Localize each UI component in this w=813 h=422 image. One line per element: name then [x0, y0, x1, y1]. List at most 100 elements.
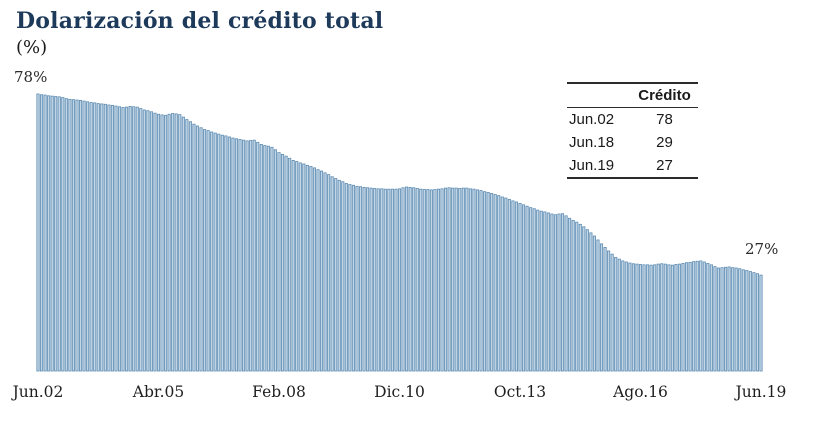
bar	[245, 140, 249, 372]
bar	[231, 137, 235, 372]
bar	[447, 187, 451, 372]
bar	[539, 210, 543, 372]
bar	[564, 215, 568, 372]
bar	[125, 106, 129, 372]
bar	[560, 213, 565, 372]
bar	[277, 152, 281, 372]
bar	[305, 164, 309, 372]
bar	[589, 232, 593, 372]
bar	[575, 221, 579, 372]
bar	[323, 172, 327, 372]
bar	[444, 187, 448, 372]
bar	[288, 157, 292, 372]
bar	[706, 262, 710, 372]
bar	[100, 103, 104, 372]
bar	[525, 205, 529, 372]
bar	[610, 253, 614, 372]
bar	[146, 110, 150, 372]
bar	[171, 113, 175, 372]
bar	[160, 114, 164, 372]
chart-unit-subtitle: (%)	[16, 37, 48, 58]
bar	[210, 131, 214, 372]
bar	[383, 188, 387, 372]
bar	[213, 132, 217, 372]
bar	[341, 181, 345, 372]
bar	[688, 261, 692, 372]
bar	[419, 188, 423, 372]
bar	[93, 102, 97, 372]
bar	[475, 189, 480, 372]
table-row-value: 27	[656, 157, 673, 174]
bar	[167, 113, 171, 372]
bar	[628, 262, 632, 372]
bar	[39, 94, 44, 372]
bar	[624, 261, 628, 372]
bar	[532, 208, 536, 372]
summary-table-value-header: Crédito	[638, 87, 691, 104]
bar	[319, 170, 324, 372]
bar	[117, 106, 122, 372]
bar	[36, 93, 40, 372]
bar	[454, 187, 458, 372]
bar	[429, 189, 433, 372]
bar	[238, 139, 242, 372]
start-value-label: 78%	[14, 68, 48, 86]
bar	[713, 266, 717, 372]
bar	[500, 196, 504, 372]
bar	[351, 184, 355, 372]
bar	[142, 109, 146, 372]
bar	[71, 99, 75, 372]
bar	[203, 129, 207, 372]
bar	[259, 144, 263, 372]
bar	[646, 264, 650, 372]
x-axis-tick-label: Jun.19	[735, 383, 787, 401]
bar	[483, 191, 487, 372]
bar	[217, 133, 221, 372]
bar	[149, 111, 153, 372]
bar	[266, 145, 270, 372]
bar	[440, 188, 444, 372]
bar	[568, 217, 572, 372]
bar	[415, 188, 419, 372]
bar	[521, 204, 526, 372]
bar	[397, 188, 402, 372]
bar	[390, 188, 394, 372]
table-row: Jun.19 27	[567, 154, 698, 179]
bar	[553, 214, 557, 372]
bar	[656, 263, 660, 372]
summary-table: Crédito Jun.02 78 Jun.18 29 Jun.19 27	[567, 82, 698, 179]
bar	[348, 184, 352, 372]
bar	[188, 121, 192, 372]
bar	[653, 264, 657, 372]
bar	[369, 187, 373, 372]
x-axis-tick-label: Abr.05	[132, 383, 185, 401]
summary-table-header-row: Crédito	[567, 84, 698, 108]
bar	[327, 174, 331, 372]
x-axis-tick-label: Oct.13	[493, 383, 547, 401]
bar	[252, 139, 256, 372]
bar	[759, 274, 763, 372]
bar	[709, 264, 713, 372]
bar	[663, 263, 667, 372]
bar	[433, 189, 437, 372]
bar	[504, 197, 508, 372]
bar	[738, 268, 742, 372]
bar	[617, 258, 621, 372]
bar	[635, 263, 639, 372]
bar	[234, 138, 239, 372]
bar	[61, 97, 65, 372]
bar	[89, 102, 93, 372]
bar	[47, 95, 51, 372]
bar	[592, 235, 596, 372]
bar	[110, 104, 114, 372]
bar	[461, 187, 465, 372]
bar	[103, 103, 107, 372]
bar	[621, 260, 625, 372]
bar	[731, 267, 735, 372]
x-axis-tick-label: Ago.16	[613, 383, 668, 401]
bar	[603, 247, 607, 372]
bar	[132, 106, 136, 372]
bar	[681, 262, 685, 372]
bar	[263, 145, 267, 372]
bar	[745, 270, 749, 372]
